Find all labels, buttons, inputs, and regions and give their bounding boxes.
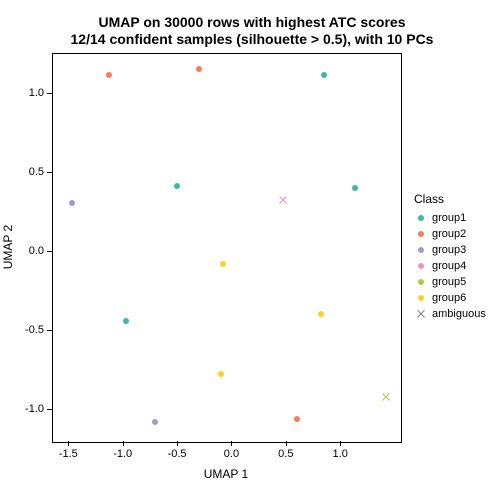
x-tick-label: 1.0 — [333, 448, 348, 460]
legend-label: group4 — [432, 260, 466, 272]
x-tick — [286, 441, 287, 446]
figure: UMAP on 30000 rows with highest ATC scor… — [0, 0, 504, 504]
y-tick — [47, 251, 52, 252]
y-tick — [47, 93, 52, 94]
legend-title: Class — [414, 192, 486, 206]
dot-icon — [414, 247, 428, 253]
legend-label: group6 — [432, 292, 466, 304]
legend-label: group2 — [432, 228, 466, 240]
legend-label: group1 — [432, 212, 466, 224]
y-tick-label: 1.0 — [16, 87, 44, 99]
legend-item: group1 — [414, 210, 486, 226]
y-tick-label: -0.5 — [16, 324, 44, 336]
x-axis-label: UMAP 1 — [52, 467, 400, 481]
data-point — [220, 261, 226, 267]
legend: Class group1 group2 group3 group4 group5 grou… — [414, 192, 486, 322]
dot-icon — [414, 231, 428, 237]
data-point — [196, 66, 202, 72]
dot-icon — [414, 279, 428, 285]
x-tick-label: 0.0 — [224, 448, 239, 460]
x-tick-label: -1.5 — [59, 448, 78, 460]
x-tick — [68, 441, 69, 446]
data-point — [69, 200, 75, 206]
y-tick-label: -1.0 — [16, 403, 44, 415]
data-point — [218, 371, 224, 377]
x-tick — [231, 441, 232, 446]
dot-icon — [414, 215, 428, 221]
data-point — [318, 311, 324, 317]
legend-label: group3 — [432, 244, 466, 256]
chart-title-line1: UMAP on 30000 rows with highest ATC scor… — [0, 14, 504, 30]
legend-item: group5 — [414, 274, 486, 290]
y-tick-label: 0.5 — [16, 166, 44, 178]
x-tick-label: -1.0 — [113, 448, 132, 460]
y-tick — [47, 330, 52, 331]
data-point — [321, 72, 327, 78]
chart-title-line2: 12/14 confident samples (silhouette > 0.… — [0, 31, 504, 47]
y-tick-label: 0.0 — [16, 245, 44, 257]
plot-area — [52, 53, 402, 443]
x-icon — [414, 310, 428, 318]
x-tick-label: -0.5 — [168, 448, 187, 460]
x-tick-label: 0.5 — [278, 448, 293, 460]
x-tick — [123, 441, 124, 446]
y-axis-label: UMAP 2 — [1, 225, 15, 269]
y-tick — [47, 172, 52, 173]
legend-label: ambiguous — [432, 308, 486, 320]
y-tick — [47, 409, 52, 410]
data-point — [123, 318, 129, 324]
legend-item: group2 — [414, 226, 486, 242]
x-tick — [177, 441, 178, 446]
x-tick — [340, 441, 341, 446]
legend-item: group3 — [414, 242, 486, 258]
dot-icon — [414, 263, 428, 269]
data-point — [294, 416, 300, 422]
data-point — [106, 72, 112, 78]
data-point — [352, 185, 358, 191]
legend-item: ambiguous — [414, 306, 486, 322]
data-point — [174, 183, 180, 189]
legend-item: group4 — [414, 258, 486, 274]
dot-icon — [414, 295, 428, 301]
legend-label: group5 — [432, 276, 466, 288]
legend-item: group6 — [414, 290, 486, 306]
data-point — [152, 419, 158, 425]
